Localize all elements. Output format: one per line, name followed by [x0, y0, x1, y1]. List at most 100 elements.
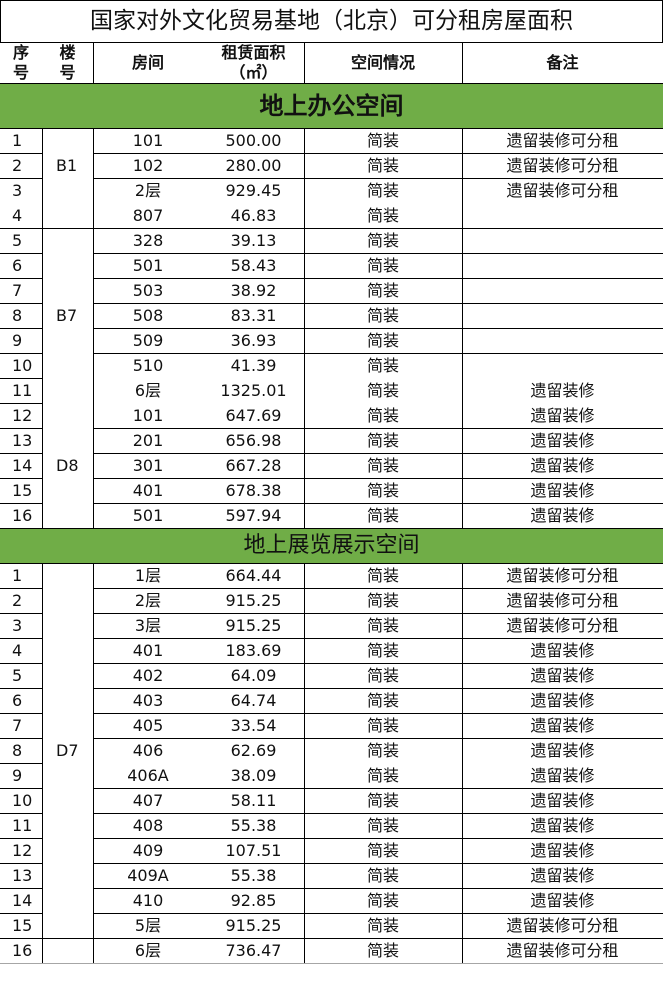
- room-cell: 102: [132, 156, 164, 175]
- space-cell: 简装: [366, 431, 399, 450]
- column-divider: [462, 663, 463, 688]
- row-divider: [0, 613, 42, 614]
- remark-cell: 遗留装修: [530, 766, 595, 785]
- column-divider: [93, 738, 94, 763]
- table-row: 8 B7 508 83.31 简装: [0, 303, 663, 328]
- row-divider: [93, 788, 663, 789]
- column-divider: [462, 738, 463, 763]
- column-divider: [304, 688, 305, 713]
- column-divider: [304, 278, 305, 303]
- area-cell: 915.25: [225, 616, 282, 635]
- row-divider: [0, 588, 42, 589]
- remark-cell: 遗留装修: [530, 866, 595, 885]
- row-divider: [42, 228, 93, 229]
- column-divider: [93, 453, 94, 478]
- column-divider: [462, 813, 463, 838]
- table-row: 5 328 39.13 简装: [0, 228, 663, 253]
- column-divider: [42, 128, 43, 153]
- table-row: 1 1层 664.44 简装 遗留装修可分租: [0, 563, 663, 588]
- table-row: 8 D7 406 62.69 简装 遗留装修: [0, 738, 663, 763]
- area-cell: 183.69: [225, 641, 282, 660]
- column-divider: [42, 478, 43, 503]
- remark-cell: 遗留装修: [530, 816, 595, 835]
- space-cell: 简装: [366, 866, 399, 885]
- column-divider: [462, 353, 463, 378]
- seq-cell: 11: [12, 816, 33, 835]
- column-divider: [304, 453, 305, 478]
- space-cell: 简装: [366, 231, 399, 250]
- room-cell: 401: [132, 481, 164, 500]
- building-cell: [42, 613, 93, 638]
- room-cell: 101: [132, 406, 164, 425]
- seq-cell: 4: [12, 206, 23, 225]
- building-cell: [42, 328, 93, 353]
- seq-cell: 12: [12, 406, 33, 425]
- row-divider: [0, 738, 42, 739]
- seq-cell: 2: [12, 591, 23, 610]
- space-cell: 简装: [366, 666, 399, 685]
- area-cell: 915.25: [225, 591, 282, 610]
- column-divider: [42, 838, 43, 863]
- column-divider: [42, 453, 43, 478]
- building-cell: [42, 378, 93, 403]
- column-divider: [304, 613, 305, 638]
- building-cell: D8: [56, 456, 79, 475]
- remark-cell: 遗留装修: [530, 406, 595, 425]
- column-divider: [304, 353, 305, 378]
- seq-cell: 5: [12, 231, 23, 250]
- building-cell: [42, 863, 93, 888]
- column-divider: [462, 328, 463, 353]
- room-cell: 405: [132, 716, 164, 735]
- row-divider: [0, 478, 42, 479]
- column-divider: [462, 153, 463, 178]
- column-divider: [462, 378, 463, 403]
- space-cell: 简装: [366, 131, 399, 150]
- area-cell: 597.94: [225, 506, 282, 525]
- remark-cell: 遗留装修可分租: [506, 916, 619, 935]
- row-divider: [0, 503, 42, 504]
- table-bottom-border: [0, 963, 663, 964]
- area-cell: 36.93: [230, 331, 277, 350]
- room-cell: 101: [132, 131, 164, 150]
- row-divider: [42, 938, 93, 939]
- building-cell: [42, 763, 93, 788]
- space-cell: 简装: [366, 456, 399, 475]
- seq-cell: 13: [12, 431, 33, 450]
- column-divider: [462, 228, 463, 253]
- column-divider: [304, 763, 305, 788]
- building-cell: B7: [56, 306, 78, 325]
- column-divider: [462, 588, 463, 613]
- column-divider: [462, 638, 463, 663]
- row-divider: [93, 453, 663, 454]
- table-row: 12 101 647.69 简装 遗留装修: [0, 403, 663, 428]
- column-divider: [304, 838, 305, 863]
- column-divider: [93, 713, 94, 738]
- table-row: 9 406A 38.09 简装 遗留装修: [0, 763, 663, 788]
- area-cell: 92.85: [230, 891, 277, 910]
- seq-cell: 7: [12, 716, 23, 735]
- column-divider: [93, 763, 94, 788]
- row-divider: [0, 378, 42, 379]
- row-divider: [93, 688, 663, 689]
- table-row: 11 408 55.38 简装 遗留装修: [0, 813, 663, 838]
- space-cell: 简装: [366, 156, 399, 175]
- space-cell: 简装: [366, 641, 399, 660]
- seq-cell: 14: [12, 456, 33, 475]
- remark-cell: 遗留装修: [530, 791, 595, 810]
- space-cell: 简装: [366, 766, 399, 785]
- column-divider: [42, 328, 43, 353]
- column-divider: [304, 738, 305, 763]
- column-divider: [462, 403, 463, 428]
- table-row: 16 6层 736.47 简装 遗留装修可分租: [0, 938, 663, 963]
- column-divider: [42, 228, 43, 253]
- area-cell: 38.92: [230, 281, 277, 300]
- remark-cell: 遗留装修: [530, 741, 595, 760]
- row-divider: [0, 328, 42, 329]
- column-divider: [93, 253, 94, 278]
- remark-cell: 遗留装修: [530, 506, 595, 525]
- table-row: 6 501 58.43 简装: [0, 253, 663, 278]
- area-cell: 915.25: [225, 916, 282, 935]
- space-cell: 简装: [366, 691, 399, 710]
- room-cell: 6层: [134, 381, 162, 400]
- room-cell: 402: [132, 666, 164, 685]
